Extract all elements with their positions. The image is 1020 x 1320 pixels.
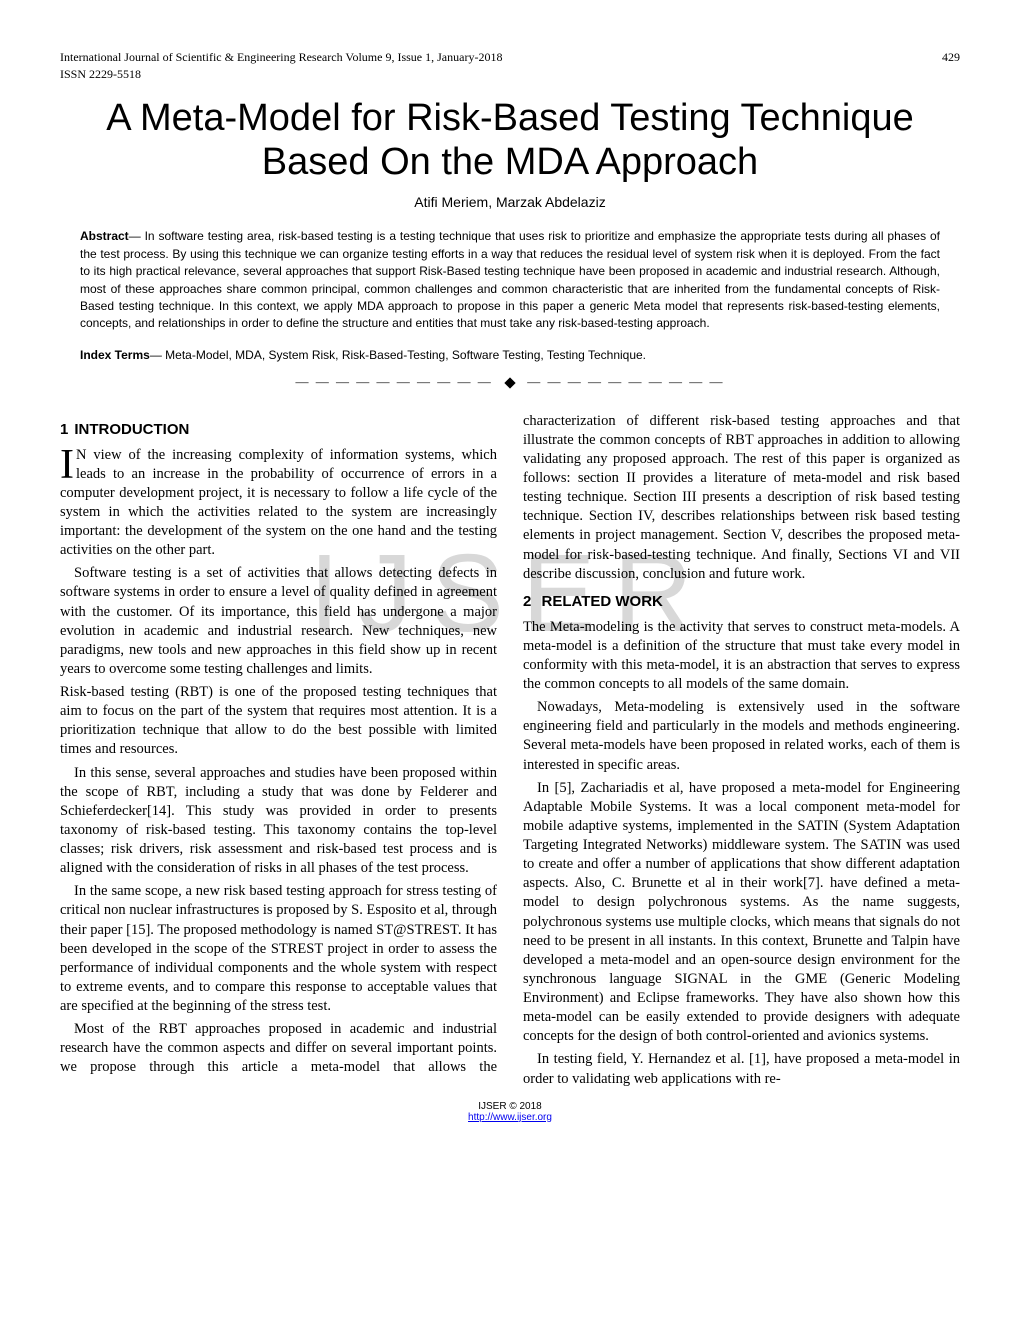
footer-copyright: IJSER © 2018	[60, 1101, 960, 1112]
footer-link[interactable]: http://www.ijser.org	[468, 1112, 552, 1123]
abstract-text: — In software testing area, risk-based t…	[80, 229, 940, 330]
intro-paragraph-2: Software testing is a set of activities …	[60, 564, 497, 679]
section-separator: — — — — — — — — — — — — — — — — — — — —	[60, 374, 960, 390]
authors-line: Atifi Meriem, Marzak Abdelaziz	[60, 194, 960, 210]
abstract-label: Abstract	[80, 229, 129, 243]
related-paragraph-2: Nowadays, Meta-modeling is extensively u…	[523, 698, 960, 775]
related-paragraph-3: In [5], Zachariadis et al, have proposed…	[523, 779, 960, 1047]
abstract-block: Abstract— In software testing area, risk…	[80, 228, 940, 332]
issn-line: ISSN 2229-5518	[60, 67, 960, 82]
intro-paragraph-5: In the same scope, a new risk based test…	[60, 882, 497, 1016]
page-number: 429	[942, 50, 960, 65]
body-columns: 1 INTRODUCTION IN view of the increasing …	[60, 412, 960, 1089]
intro-paragraph-1: IN view of the increasing complexity of …	[60, 446, 497, 561]
related-paragraph-1: The Meta-modeling is the activity that s…	[523, 618, 960, 695]
index-terms-text: — Meta-Model, MDA, System Risk, Risk-Bas…	[150, 348, 646, 362]
section-number: 1	[60, 421, 68, 438]
related-paragraph-4: In testing field, Y. Hernandez et al. [1…	[523, 1050, 960, 1088]
section-title: RELATED WORK	[542, 593, 663, 610]
index-terms: Index Terms— Meta-Model, MDA, System Ris…	[80, 348, 940, 362]
section-title: INTRODUCTION	[74, 421, 189, 438]
dropcap-letter: I	[60, 448, 74, 484]
index-terms-label: Index Terms	[80, 348, 150, 362]
separator-dashes-left: — — — — — — — — — —	[296, 374, 493, 389]
journal-info: International Journal of Scientific & En…	[60, 50, 502, 65]
section-heading-introduction: 1 INTRODUCTION	[60, 420, 497, 440]
section-number: 2	[523, 593, 531, 610]
separator-dashes-right: — — — — — — — — — —	[527, 374, 724, 389]
intro-paragraph-3: Risk-based testing (RBT) is one of the p…	[60, 683, 497, 760]
intro-p1-text: N view of the increasing complexity of i…	[60, 447, 497, 559]
intro-paragraph-4: In this sense, several approaches and st…	[60, 764, 497, 879]
section-heading-related-work: 2 RELATED WORK	[523, 592, 960, 612]
header-line: International Journal of Scientific & En…	[60, 50, 960, 65]
diamond-icon	[504, 377, 515, 388]
page-footer: IJSER © 2018 http://www.ijser.org	[60, 1101, 960, 1123]
paper-title: A Meta-Model for Risk-Based Testing Tech…	[60, 97, 960, 184]
